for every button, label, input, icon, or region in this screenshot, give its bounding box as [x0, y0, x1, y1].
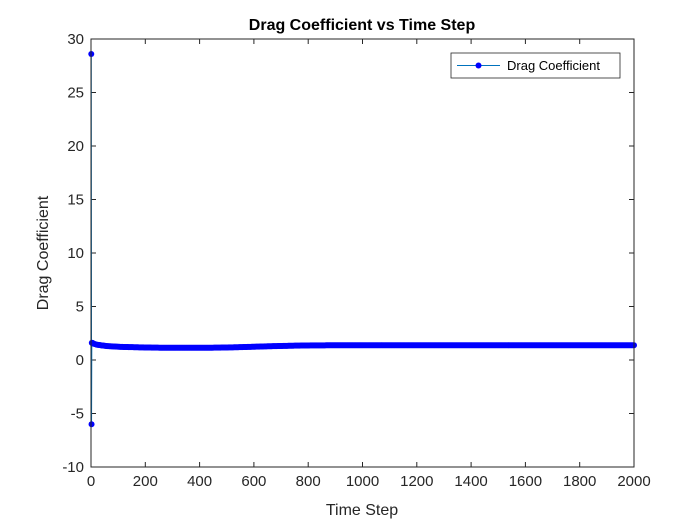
y-tick-label: 5: [76, 299, 84, 316]
legend: Drag Coefficient: [450, 52, 621, 79]
data-point: [88, 421, 95, 428]
y-tick-label: 20: [67, 138, 84, 155]
series-layer: [88, 50, 637, 428]
y-tick-label: 25: [67, 85, 84, 102]
legend-entry-drag-coefficient: Drag Coefficient: [507, 58, 600, 73]
y-tick-label: -10: [62, 459, 84, 476]
y-tick-label: 15: [67, 192, 84, 209]
x-tick-label: 1000: [346, 473, 379, 490]
x-tick-label: 0: [87, 473, 95, 490]
y-tick-label: 0: [76, 352, 84, 369]
y-axis-ticks: -10 -5 0 5 10 15 20 25 30: [62, 31, 634, 476]
x-axis-ticks: 0 200 400 600 800 1000 1200 1400 1600 1800 2000: [87, 39, 651, 490]
x-tick-label: 2000: [617, 473, 650, 490]
y-axis-label: Drag Coefficient: [35, 195, 52, 310]
x-tick-label: 600: [241, 473, 266, 490]
plot-frame: [90, 38, 635, 468]
y-tick-label: 10: [67, 245, 84, 262]
legend-marker-swatch: [475, 62, 482, 69]
x-tick-label: 400: [187, 473, 212, 490]
x-tick-label: 1200: [400, 473, 433, 490]
x-tick-label: 1600: [509, 473, 542, 490]
x-tick-label: 200: [133, 473, 158, 490]
x-tick-label: 1800: [563, 473, 596, 490]
x-tick-label: 1400: [454, 473, 487, 490]
x-axis-label: Time Step: [326, 502, 398, 519]
chart-title: Drag Coefficient vs Time Step: [249, 17, 476, 34]
plot-area: [91, 39, 634, 467]
x-tick-label: 800: [296, 473, 321, 490]
y-tick-label: 30: [67, 31, 84, 48]
y-tick-label: -5: [71, 406, 84, 423]
